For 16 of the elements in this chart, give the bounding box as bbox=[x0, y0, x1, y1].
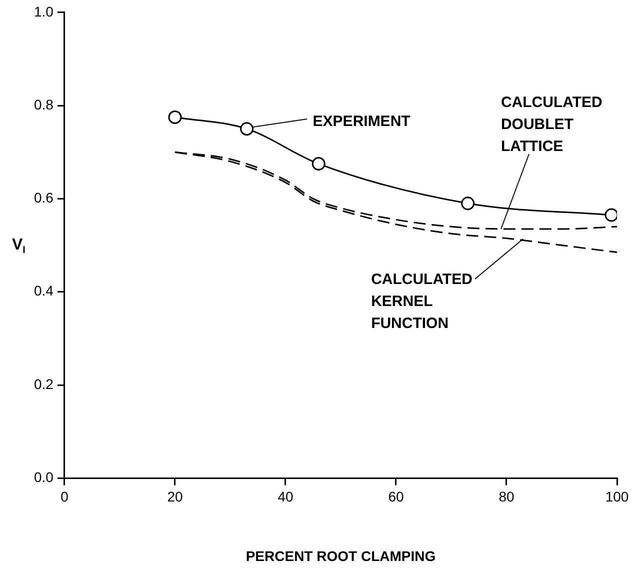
x-tick-label: 20 bbox=[167, 488, 183, 504]
annotation: CALCULATED DOUBLET LATTICE bbox=[500, 92, 602, 157]
y-tick-label: 0.0 bbox=[34, 469, 54, 486]
x-axis-title: PERCENT ROOT CLAMPING bbox=[246, 548, 436, 564]
x-tick-label: 60 bbox=[388, 488, 404, 504]
x-tick-label: 100 bbox=[605, 488, 629, 504]
y-tick-label: 0.6 bbox=[34, 190, 54, 206]
x-tick-label: 0 bbox=[60, 488, 69, 504]
annotation: EXPERIMENT bbox=[312, 112, 410, 132]
x-tick-label: 80 bbox=[498, 488, 514, 504]
x-tick-label: 40 bbox=[278, 488, 294, 504]
y-tick-label: 0.4 bbox=[34, 282, 54, 299]
y-tick-label: 0.2 bbox=[34, 376, 54, 392]
annotation: CALCULATED KERNEL FUNCTION bbox=[371, 270, 472, 334]
y-tick-label: 1.0 bbox=[34, 3, 54, 20]
y-tick-label: 0.8 bbox=[34, 96, 54, 112]
